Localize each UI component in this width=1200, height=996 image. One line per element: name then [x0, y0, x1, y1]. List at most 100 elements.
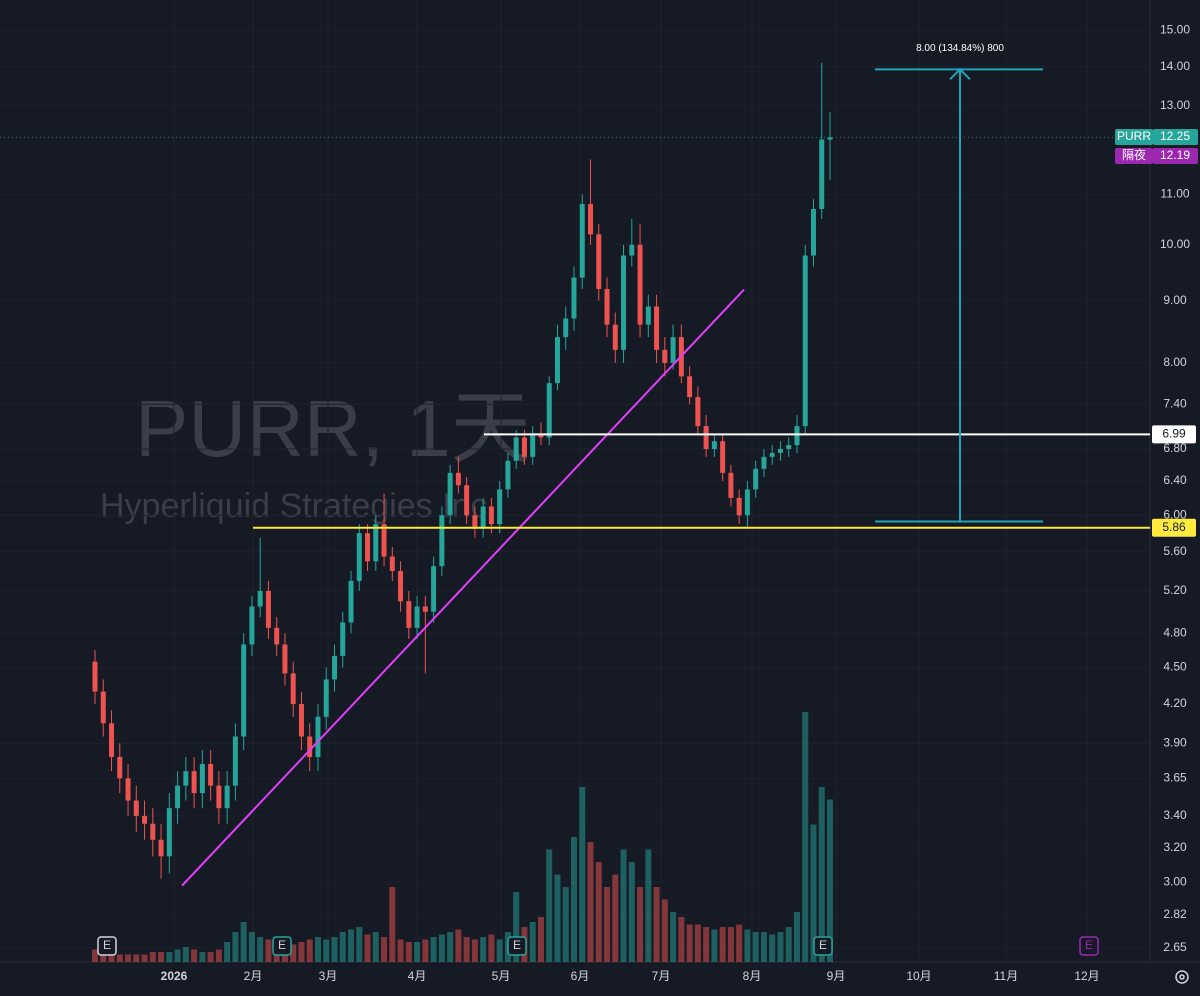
event-marker — [507, 936, 527, 956]
candle-body — [645, 306, 651, 325]
volume-bar — [760, 932, 767, 962]
candle-body — [753, 468, 759, 490]
candle-body — [406, 601, 412, 628]
candle-body — [216, 785, 222, 809]
volume-bar — [174, 949, 181, 962]
y-tick-label: 14.00 — [1160, 59, 1190, 73]
candle-body — [447, 472, 453, 516]
volume-bar — [727, 927, 734, 962]
volume-bar — [637, 887, 644, 962]
volume-bar — [480, 937, 487, 962]
candle-body — [736, 497, 742, 516]
candle-body — [439, 515, 445, 567]
volume-bar — [339, 932, 346, 962]
candle-body — [464, 485, 470, 516]
volume-bar — [240, 922, 247, 962]
volume-bar — [769, 934, 776, 962]
event-marker — [813, 936, 833, 956]
volume-bar — [166, 952, 173, 962]
candle-body — [92, 661, 98, 692]
candle-body — [356, 533, 362, 581]
y-tick-label: 5.20 — [1163, 583, 1187, 597]
volume-bar — [265, 939, 272, 962]
volume-bar — [414, 942, 421, 962]
candle-body — [802, 255, 808, 427]
volume-bar — [100, 952, 107, 962]
candle-body — [670, 337, 676, 363]
candle-body — [323, 679, 329, 717]
symbol-label: 隔夜 — [1122, 147, 1146, 162]
volume-bar — [471, 939, 478, 962]
volume-bar — [125, 954, 132, 962]
candle-body — [142, 815, 148, 824]
candle-body — [621, 255, 627, 350]
measure-label: 8.00 (134.84%) 800 — [916, 43, 1004, 54]
settings-icon[interactable] — [1175, 970, 1189, 984]
volume-bar — [215, 949, 222, 962]
volume-bar — [331, 937, 338, 962]
candle-body — [199, 764, 205, 794]
candle-body — [109, 723, 115, 758]
settings-gear[interactable] — [1175, 970, 1189, 984]
volume-bar — [744, 929, 751, 962]
candle-body — [744, 489, 750, 516]
x-tick-label: 12月 — [1074, 969, 1099, 983]
event-marker — [272, 936, 292, 956]
event-label: E — [103, 938, 111, 952]
volume-bar — [133, 954, 140, 962]
candle-body — [761, 456, 767, 469]
price-label-box — [1153, 148, 1198, 164]
candle-body — [175, 785, 181, 809]
price-label: 6.99 — [1162, 427, 1186, 441]
settings-gear-center[interactable] — [1179, 974, 1185, 980]
volume-bar — [232, 932, 239, 962]
watermark-title: PURR, 1天 — [135, 384, 531, 473]
volume-bar — [298, 942, 305, 962]
candle-body — [166, 808, 172, 857]
event-marker — [97, 936, 117, 956]
candle-body — [554, 337, 560, 384]
candle-body — [827, 137, 833, 140]
volume-bar — [257, 937, 264, 962]
measure-arrow — [949, 67, 971, 81]
candle-body — [125, 778, 131, 801]
y-tick-label: 6.00 — [1163, 507, 1187, 521]
candle-body — [521, 437, 527, 457]
candle-body — [579, 204, 585, 278]
y-tick-label: 3.65 — [1163, 771, 1187, 785]
candle-body — [381, 524, 387, 557]
candle-body — [340, 622, 346, 656]
y-tick-label: 3.20 — [1163, 840, 1187, 854]
candle-body — [637, 244, 643, 325]
volume-bar — [356, 927, 363, 962]
volume-bar — [537, 917, 544, 962]
y-tick-label: 3.40 — [1163, 808, 1187, 822]
event-label: E — [278, 938, 286, 952]
candle-body — [257, 590, 263, 607]
volume-bar — [604, 887, 611, 962]
price-label-box — [1153, 129, 1198, 145]
volume-bar — [802, 712, 809, 962]
volume-bar — [579, 787, 586, 962]
candle-body — [563, 318, 569, 338]
x-tick-label: 2026 — [161, 969, 188, 983]
candle-body — [398, 571, 404, 602]
volume-bar — [488, 934, 495, 962]
candle-body — [133, 800, 139, 816]
volume-bar — [496, 939, 503, 962]
x-tick-label: 4月 — [408, 969, 427, 983]
volume-bar — [149, 952, 156, 962]
candle-body — [422, 606, 428, 612]
x-tick-label: 2月 — [244, 969, 263, 983]
volume-bar — [290, 944, 297, 962]
candle-body — [191, 771, 197, 794]
trendline — [181, 288, 745, 887]
volume-bar — [645, 849, 652, 962]
candle-body — [629, 244, 635, 256]
candle-body — [786, 445, 792, 449]
volume-bar — [793, 912, 800, 962]
volume-bar — [348, 929, 355, 962]
volume-bar — [595, 862, 602, 962]
volume-bar — [620, 849, 627, 962]
